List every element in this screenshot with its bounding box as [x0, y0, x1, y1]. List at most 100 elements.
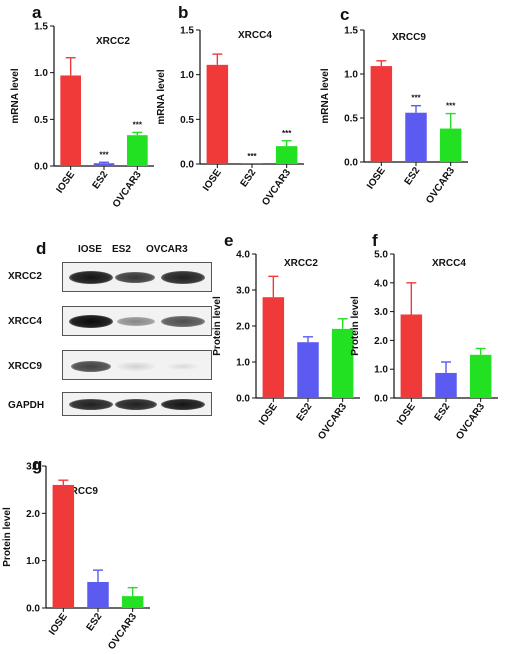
significance-label: *** — [133, 120, 143, 129]
bar — [206, 64, 229, 164]
y-tick-label: 2.0 — [374, 336, 388, 347]
x-tick-label: IOSE — [54, 169, 77, 195]
y-tick-label: 0.5 — [34, 115, 48, 126]
blot-band — [161, 399, 205, 410]
bar — [127, 135, 148, 166]
chart-title: XRCC4 — [238, 30, 272, 41]
y-tick-label: 3.0 — [374, 307, 388, 318]
x-tick-label: IOSE — [257, 401, 280, 427]
significance-label: *** — [99, 150, 109, 159]
bar — [400, 314, 423, 398]
blot-strip — [62, 392, 212, 416]
blot-strip — [62, 262, 212, 292]
chart-c: XRCC9 0.0 0.5 1.0 1.5 mRNA level IOSE *** ES2 ***… — [320, 26, 468, 206]
bar — [275, 146, 298, 164]
y-tick-label: 3.0 — [236, 286, 250, 297]
y-tick-label: 0.0 — [374, 394, 388, 405]
panel-label-e: e — [224, 231, 234, 250]
bar — [93, 163, 115, 166]
bar — [469, 354, 492, 398]
x-tick-label: IOSE — [395, 401, 418, 427]
y-tick-label: 1.5 — [180, 26, 194, 37]
y-tick-label: 0.0 — [236, 394, 250, 405]
significance-label: *** — [446, 102, 456, 111]
blot-lane-header: OVCAR3 — [146, 244, 188, 255]
y-tick-label: 2.0 — [26, 509, 40, 520]
y-tick-label: 1.0 — [34, 68, 48, 79]
x-tick-label: ES2 — [433, 401, 453, 423]
blot-row-label: XRCC2 — [8, 271, 42, 282]
blot-strip — [62, 306, 212, 336]
bar — [262, 297, 285, 398]
x-tick-label: IOSE — [201, 167, 224, 193]
y-tick-label: 4.0 — [374, 278, 388, 289]
x-tick-label: ES2 — [403, 165, 423, 187]
y-tick-label: 1.5 — [344, 26, 358, 37]
y-tick-label: 1.0 — [180, 70, 194, 81]
blot-lane-header: ES2 — [112, 244, 131, 255]
blot-band — [69, 315, 113, 328]
x-tick-label: ES2 — [295, 401, 315, 423]
blot-band — [163, 362, 203, 371]
chart-g: XRCC9 0.0 1.0 2.0 3.0 Protein level IOSE ES2 OVC… — [2, 462, 150, 652]
y-tick-label: 4.0 — [236, 250, 250, 261]
x-tick-label: OVCAR3 — [111, 169, 144, 210]
chart-b: XRCC4 0.0 0.5 1.0 1.5 mRNA level IOSE *** ES2 ***… — [156, 26, 304, 208]
bar — [435, 372, 457, 398]
y-tick-label: 1.5 — [34, 22, 48, 33]
chart-title: XRCC9 — [392, 32, 426, 43]
bar — [370, 66, 393, 162]
blot-band — [117, 317, 155, 326]
chart-f: XRCC4 0.0 1.0 2.0 3.0 4.0 5.0 Protein level IOSE… — [350, 250, 498, 442]
blot-band — [69, 271, 113, 284]
blot-band — [69, 399, 113, 410]
y-tick-label: 0.5 — [344, 114, 358, 125]
significance-label: *** — [247, 152, 257, 161]
blot-row-label: GAPDH — [8, 400, 45, 411]
y-tick-label: 1.0 — [374, 365, 388, 376]
bar — [297, 342, 319, 398]
blot-row-label: XRCC4 — [8, 316, 42, 327]
y-axis-label: mRNA level — [156, 69, 167, 124]
chart-title: XRCC9 — [64, 486, 98, 497]
y-axis-label: Protein level — [2, 507, 13, 567]
y-axis-label: mRNA level — [10, 68, 21, 123]
panel-label-b: b — [178, 3, 189, 22]
blot-row-label: XRCC9 — [8, 361, 42, 372]
chart-title: XRCC2 — [284, 258, 318, 269]
x-tick-label: OVCAR3 — [424, 165, 457, 206]
panel-label-d: d — [36, 239, 47, 258]
chart-e: XRCC2 0.0 1.0 2.0 3.0 4.0 Protein level IOSE ES2… — [212, 250, 360, 442]
x-tick-label: IOSE — [365, 165, 388, 191]
significance-label: *** — [411, 94, 421, 103]
x-tick-label: IOSE — [47, 611, 70, 637]
y-tick-label: 1.0 — [236, 358, 250, 369]
blot-band — [161, 316, 205, 327]
blot-lane-header: IOSE — [78, 244, 102, 255]
y-tick-label: 1.0 — [344, 70, 358, 81]
bar — [439, 128, 462, 162]
blot-band — [115, 399, 157, 410]
blot-band — [115, 272, 155, 283]
x-tick-label: ES2 — [91, 169, 111, 191]
blot-band — [161, 271, 205, 284]
panel-label-f: f — [372, 231, 378, 250]
y-tick-label: 5.0 — [374, 250, 388, 261]
y-tick-label: 0.0 — [26, 604, 40, 615]
y-tick-label: 0.0 — [180, 160, 194, 171]
x-tick-label: OVCAR3 — [316, 401, 349, 442]
y-tick-label: 0.5 — [180, 115, 194, 126]
bar — [60, 75, 81, 166]
x-tick-label: OVCAR3 — [454, 401, 487, 442]
bar — [405, 112, 427, 162]
panel-label-c: c — [340, 5, 350, 24]
y-tick-label: 0.0 — [344, 158, 358, 169]
significance-label: *** — [282, 129, 292, 138]
y-tick-label: 2.0 — [236, 322, 250, 333]
x-tick-label: OVCAR3 — [106, 611, 139, 652]
blot-band — [117, 362, 155, 371]
bar — [331, 328, 354, 398]
bar — [52, 484, 75, 608]
y-tick-label: 3.0 — [26, 462, 40, 473]
blot-band — [71, 361, 111, 372]
